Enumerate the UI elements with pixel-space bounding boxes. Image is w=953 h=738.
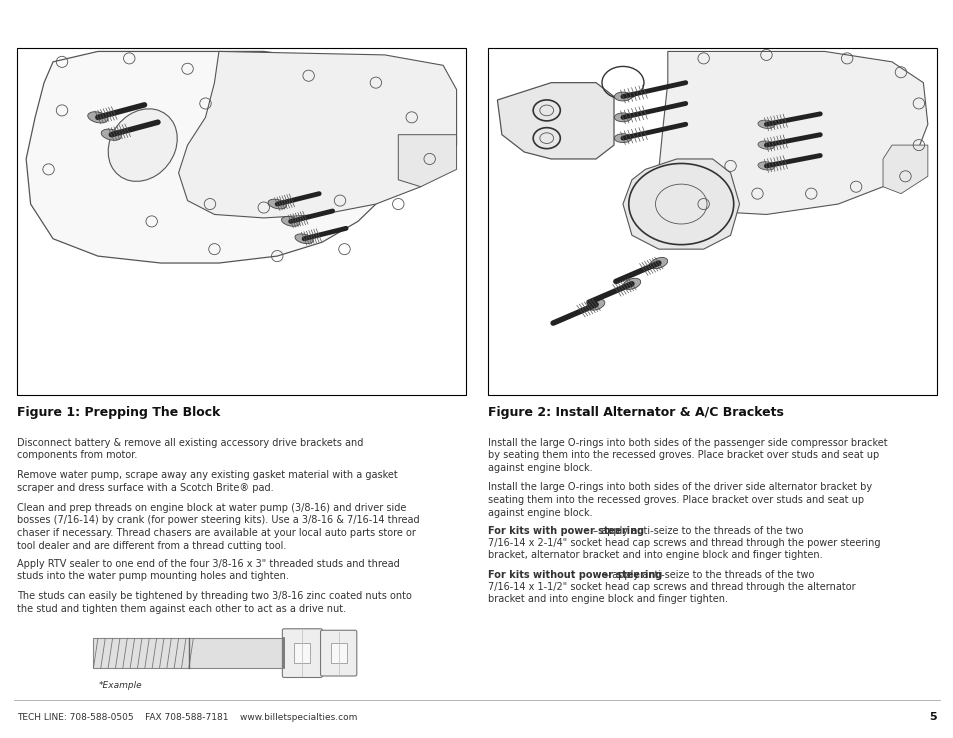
Text: The studs can easily be tightened by threading two 3/8-16 zinc coated nuts onto
: The studs can easily be tightened by thr… — [17, 591, 412, 614]
Text: TECH LINE: 708-588-0505    FAX 708-588-7181    www.billetspecialties.com: TECH LINE: 708-588-0505 FAX 708-588-7181… — [17, 713, 357, 722]
Text: 5: 5 — [928, 712, 936, 723]
Ellipse shape — [622, 278, 640, 289]
Bar — [294, 643, 310, 663]
Ellipse shape — [281, 216, 299, 227]
Ellipse shape — [757, 162, 774, 170]
Text: *Example: *Example — [98, 681, 142, 690]
Text: Remove water pump, scrape away any existing gasket material with a gasket
scrape: Remove water pump, scrape away any exist… — [17, 470, 397, 493]
Polygon shape — [497, 83, 614, 159]
Text: Install the large O-rings into both sides of the passenger side compressor brack: Install the large O-rings into both side… — [488, 438, 887, 473]
Text: 7/16-14 x 2-1/4" socket head cap screws and thread through the power steering: 7/16-14 x 2-1/4" socket head cap screws … — [488, 538, 880, 548]
Ellipse shape — [649, 258, 667, 269]
Bar — [93, 638, 346, 668]
Ellipse shape — [268, 199, 286, 209]
Text: – apply anti-seize to the threads of the two: – apply anti-seize to the threads of the… — [590, 526, 802, 537]
Ellipse shape — [101, 129, 121, 140]
Polygon shape — [178, 52, 456, 218]
Polygon shape — [26, 52, 416, 263]
Text: For kits without power steering: For kits without power steering — [488, 570, 662, 581]
Ellipse shape — [108, 108, 177, 182]
Ellipse shape — [614, 92, 631, 101]
Ellipse shape — [614, 134, 631, 142]
Text: – apply anti-seize to the threads of the two: – apply anti-seize to the threads of the… — [600, 570, 814, 581]
Ellipse shape — [614, 113, 631, 122]
Polygon shape — [659, 52, 927, 215]
Ellipse shape — [757, 120, 774, 128]
Ellipse shape — [88, 111, 108, 123]
Text: Apply RTV sealer to one end of the four 3/8-16 x 3" threaded studs and thread
st: Apply RTV sealer to one end of the four … — [17, 559, 399, 582]
Text: Install the large O-rings into both sides of the driver side alternator bracket : Install the large O-rings into both side… — [488, 482, 872, 517]
Text: For kits with power steering: For kits with power steering — [488, 526, 644, 537]
Ellipse shape — [757, 141, 774, 149]
Polygon shape — [398, 134, 456, 187]
Text: Clean and prep threads on engine block at water pump (3/8-16) and driver side
bo: Clean and prep threads on engine block a… — [17, 503, 419, 551]
Bar — [17, 48, 465, 395]
Bar — [330, 643, 346, 663]
Text: bracket, alternator bracket and into engine block and finger tighten.: bracket, alternator bracket and into eng… — [488, 550, 822, 560]
Text: 7/16-14 x 1-1/2" socket head cap screws and thread through the alternator: 7/16-14 x 1-1/2" socket head cap screws … — [488, 582, 855, 593]
Polygon shape — [622, 159, 739, 249]
FancyBboxPatch shape — [320, 630, 356, 676]
Text: Figure 1: Prepping The Block: Figure 1: Prepping The Block — [17, 406, 220, 419]
Polygon shape — [882, 145, 927, 193]
Ellipse shape — [587, 299, 604, 310]
Ellipse shape — [294, 234, 313, 244]
Bar — [488, 48, 936, 395]
FancyBboxPatch shape — [282, 629, 322, 677]
Text: bracket and into engine block and finger tighten.: bracket and into engine block and finger… — [488, 594, 728, 604]
Text: Figure 2: Install Alternator & A/C Brackets: Figure 2: Install Alternator & A/C Brack… — [488, 406, 783, 419]
Text: Disconnect battery & remove all existing accessory drive brackets and
components: Disconnect battery & remove all existing… — [17, 438, 363, 461]
